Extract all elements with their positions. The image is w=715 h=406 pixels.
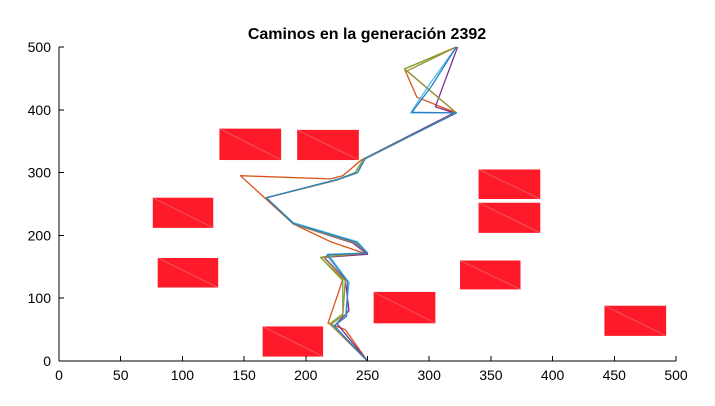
obstacle-8 <box>373 291 436 324</box>
y-tick-label: 100 <box>28 290 52 306</box>
obstacle-3 <box>152 197 214 229</box>
obstacle-4 <box>157 257 219 288</box>
series-layer <box>239 46 459 362</box>
chart-title: Caminos en la generación 2392 <box>248 26 486 43</box>
axes-layer: 0 50 100 150 200 250 300 350 400 450 500 0 100 200 300… <box>28 39 688 383</box>
y-tick-label: 0 <box>43 353 51 369</box>
x-tick-label: 500 <box>664 367 688 383</box>
y-tick-label: 300 <box>28 165 52 181</box>
obstacle-diagonal <box>152 197 214 229</box>
obstacle-5 <box>478 169 541 200</box>
obstacle-diagonal <box>478 202 541 234</box>
x-tick-label: 400 <box>541 367 565 383</box>
y-tick-label: 200 <box>28 227 52 243</box>
obstacle-diagonal <box>219 128 282 161</box>
obstacle-diagonal <box>459 260 521 290</box>
obstacle-2 <box>296 129 360 161</box>
obstacle-7 <box>459 260 521 290</box>
obstacle-diagonal <box>373 291 436 324</box>
y-tick-label: 500 <box>28 39 52 55</box>
x-tick-label: 200 <box>294 367 318 383</box>
x-tick-label: 50 <box>113 367 129 383</box>
path-series-6 <box>265 46 457 362</box>
obstacle-diagonal <box>262 326 324 357</box>
obstacle-diagonal <box>296 129 360 161</box>
obstacle-9 <box>262 326 324 357</box>
obstacle-6 <box>478 202 541 234</box>
x-tick-label: 450 <box>603 367 627 383</box>
x-tick-label: 300 <box>418 367 442 383</box>
obstacle-10 <box>604 305 667 337</box>
obstacle-1 <box>219 128 282 161</box>
obstacles-layer <box>152 128 667 357</box>
x-tick-label: 100 <box>171 367 195 383</box>
x-tick-label: 350 <box>479 367 503 383</box>
obstacle-diagonal <box>157 257 219 288</box>
obstacle-diagonal <box>604 305 667 337</box>
y-tick-label: 400 <box>28 102 52 118</box>
obstacle-diagonal <box>478 169 541 200</box>
x-tick-label: 250 <box>356 367 380 383</box>
x-tick-label: 150 <box>232 367 256 383</box>
x-tick-label: 0 <box>55 367 63 383</box>
